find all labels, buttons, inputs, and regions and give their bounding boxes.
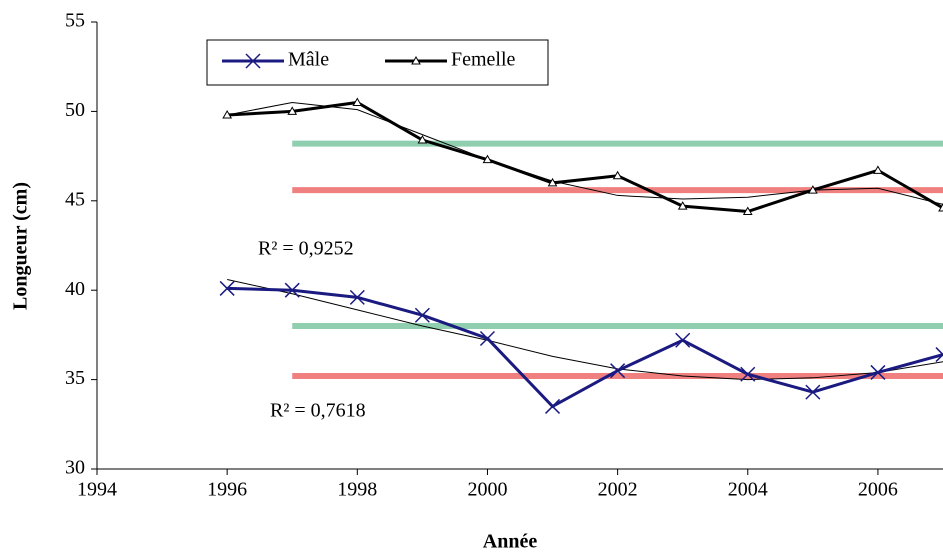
x-tick-label: 2006	[858, 479, 898, 501]
data-point	[352, 97, 363, 106]
r2-annotation: R² = 0,7618	[270, 400, 366, 422]
data-point	[742, 206, 753, 216]
data-point	[805, 384, 821, 400]
x-tick-label: 2002	[598, 479, 638, 501]
x-tick-label: 1994	[77, 479, 117, 501]
y-tick-label: 45	[65, 188, 85, 210]
y-tick-label: 30	[65, 457, 85, 479]
y-tick-label: 35	[65, 367, 85, 389]
data-point	[545, 398, 561, 414]
data-point	[417, 135, 428, 144]
data-point	[610, 363, 626, 379]
r2-annotation: R² = 0,9252	[258, 238, 354, 260]
y-tick-label: 55	[65, 10, 85, 32]
trendline	[227, 101, 943, 205]
data-point	[287, 106, 298, 115]
data-point	[677, 201, 688, 210]
data-point	[482, 154, 493, 164]
y-tick-label: 40	[65, 278, 85, 300]
data-point	[414, 307, 430, 323]
series-line	[227, 100, 943, 214]
x-axis-label: Année	[483, 531, 538, 553]
legend-label: Femelle	[451, 49, 516, 71]
x-tick-label: 1996	[207, 479, 247, 501]
data-point	[612, 170, 623, 180]
data-point	[675, 332, 691, 348]
data-point	[740, 366, 756, 382]
x-tick-label: 2004	[728, 479, 768, 501]
trendline	[227, 278, 943, 381]
data-point	[349, 289, 365, 305]
x-tick-label: 2000	[467, 479, 507, 501]
y-axis-label: Longueur (cm)	[10, 182, 32, 310]
data-point	[219, 280, 235, 296]
x-tick-label: 1998	[337, 479, 377, 501]
data-point	[938, 202, 943, 212]
data-point	[870, 364, 886, 380]
series-line	[227, 286, 943, 409]
data-point	[284, 282, 300, 298]
data-point	[807, 185, 818, 194]
data-point	[873, 165, 883, 174]
legend-label: Mâle	[288, 49, 329, 71]
legend-marker	[411, 55, 421, 65]
y-tick-label: 50	[65, 99, 85, 121]
data-point	[935, 347, 943, 363]
data-point	[479, 330, 495, 347]
legend-marker	[245, 53, 261, 69]
data-point	[222, 109, 233, 119]
data-point	[547, 177, 558, 187]
